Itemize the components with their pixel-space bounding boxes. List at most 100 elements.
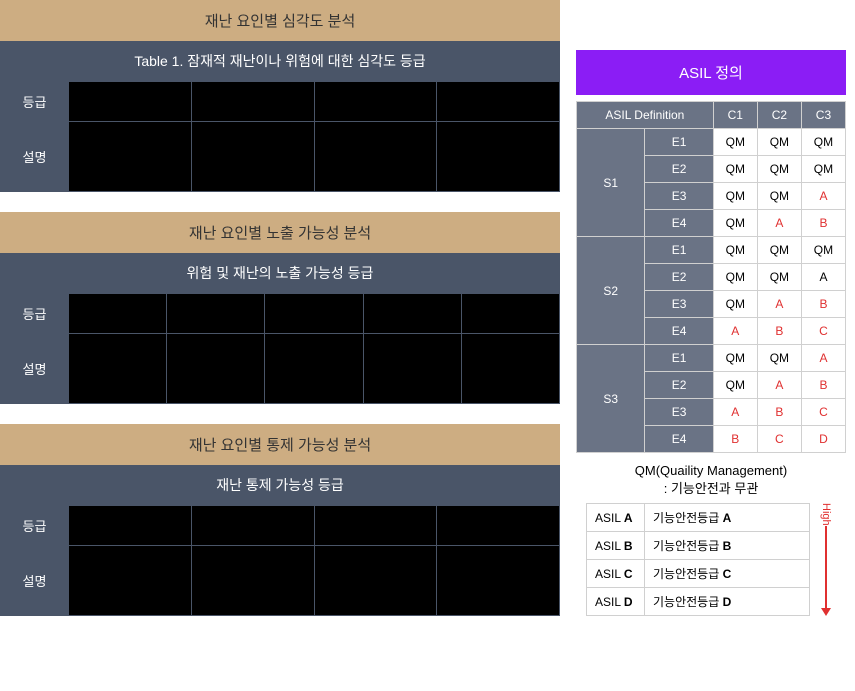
data-cell	[314, 506, 437, 546]
section-header: 재난 요인별 노출 가능성 분석	[0, 212, 560, 253]
asil-cell: QM	[713, 372, 757, 399]
asil-cell: B	[801, 372, 845, 399]
legend-val: 기능안전등급 A	[645, 504, 810, 532]
asil-def-label: ASIL Definition	[577, 102, 714, 129]
data-cell	[363, 294, 461, 334]
asil-cell: QM	[757, 264, 801, 291]
asil-cell: QM	[801, 237, 845, 264]
asil-cell: QM	[713, 345, 757, 372]
asil-cell: QM	[757, 129, 801, 156]
legend-val: 기능안전등급 D	[645, 588, 810, 616]
asil-cell: QM	[713, 156, 757, 183]
asil-cell: QM	[757, 345, 801, 372]
data-cell	[437, 506, 560, 546]
data-cell	[461, 294, 559, 334]
asil-table: ASIL Definition C1 C2 C3 S1E1QMQMQME2QMQ…	[576, 101, 846, 453]
asil-cell: QM	[713, 210, 757, 237]
asil-cell: A	[801, 345, 845, 372]
e-cell: E4	[645, 210, 713, 237]
data-cell	[437, 82, 560, 122]
asil-cell: D	[801, 426, 845, 453]
e-cell: E2	[645, 264, 713, 291]
asil-cell: QM	[713, 264, 757, 291]
asil-cell: B	[801, 210, 845, 237]
data-cell	[314, 82, 437, 122]
row-label: 설명	[1, 334, 69, 404]
asil-header: ASIL 정의	[576, 50, 846, 95]
asil-cell: B	[757, 399, 801, 426]
asil-cell: QM	[757, 156, 801, 183]
data-cell	[191, 82, 314, 122]
row-label: 설명	[1, 122, 69, 192]
data-cell	[437, 122, 560, 192]
c1-header: C1	[713, 102, 757, 129]
data-cell	[314, 546, 437, 616]
e-cell: E2	[645, 156, 713, 183]
asil-cell: A	[713, 399, 757, 426]
asil-cell: A	[801, 264, 845, 291]
e-cell: E4	[645, 426, 713, 453]
data-cell	[69, 334, 167, 404]
legend-val: 기능안전등급 C	[645, 560, 810, 588]
row-label: 등급	[1, 506, 69, 546]
asil-cell: B	[757, 318, 801, 345]
e-cell: E3	[645, 291, 713, 318]
section-subheader: Table 1. 잠재적 재난이나 위험에 대한 심각도 등급	[0, 41, 560, 81]
asil-cell: A	[757, 372, 801, 399]
section-subheader: 위험 및 재난의 노출 가능성 등급	[0, 253, 560, 293]
data-cell	[265, 294, 363, 334]
asil-cell: QM	[801, 129, 845, 156]
black-table: 등급 설명	[0, 81, 560, 192]
asil-cell: QM	[713, 129, 757, 156]
e-cell: E1	[645, 345, 713, 372]
data-cell	[69, 546, 192, 616]
asil-cell: QM	[801, 156, 845, 183]
data-cell	[69, 506, 192, 546]
high-arrow: High	[816, 503, 836, 616]
asil-cell: B	[713, 426, 757, 453]
legend-key: ASIL C	[587, 560, 645, 588]
black-table: 등급 설명	[0, 505, 560, 616]
e-cell: E2	[645, 372, 713, 399]
legend-table: ASIL A기능안전등급 AASIL B기능안전등급 BASIL C기능안전등급…	[586, 503, 810, 616]
asil-cell: QM	[757, 183, 801, 210]
data-cell	[167, 334, 265, 404]
data-cell	[69, 82, 192, 122]
e-cell: E1	[645, 129, 713, 156]
c3-header: C3	[801, 102, 845, 129]
asil-cell: QM	[713, 237, 757, 264]
asil-cell: C	[801, 318, 845, 345]
black-table: 등급 설명	[0, 293, 560, 404]
data-cell	[437, 546, 560, 616]
qm-note: QM(Quaility Management) : 기능안전과 무관	[576, 463, 846, 497]
row-label: 등급	[1, 82, 69, 122]
data-cell	[314, 122, 437, 192]
e-cell: E3	[645, 399, 713, 426]
asil-cell: QM	[757, 237, 801, 264]
asil-cell: C	[801, 399, 845, 426]
asil-cell: QM	[713, 291, 757, 318]
asil-cell: B	[801, 291, 845, 318]
data-cell	[167, 294, 265, 334]
section-subheader: 재난 통제 가능성 등급	[0, 465, 560, 505]
data-cell	[191, 506, 314, 546]
data-cell	[191, 122, 314, 192]
data-cell	[363, 334, 461, 404]
e-cell: E4	[645, 318, 713, 345]
e-cell: E1	[645, 237, 713, 264]
legend-val: 기능안전등급 B	[645, 532, 810, 560]
data-cell	[69, 122, 192, 192]
row-label: 설명	[1, 546, 69, 616]
section-header: 재난 요인별 통제 가능성 분석	[0, 424, 560, 465]
legend-key: ASIL B	[587, 532, 645, 560]
legend-key: ASIL D	[587, 588, 645, 616]
data-cell	[69, 294, 167, 334]
s-cell: S1	[577, 129, 645, 237]
asil-cell: A	[801, 183, 845, 210]
data-cell	[461, 334, 559, 404]
data-cell	[265, 334, 363, 404]
s-cell: S3	[577, 345, 645, 453]
asil-cell: A	[713, 318, 757, 345]
legend-key: ASIL A	[587, 504, 645, 532]
section-header: 재난 요인별 심각도 분석	[0, 0, 560, 41]
